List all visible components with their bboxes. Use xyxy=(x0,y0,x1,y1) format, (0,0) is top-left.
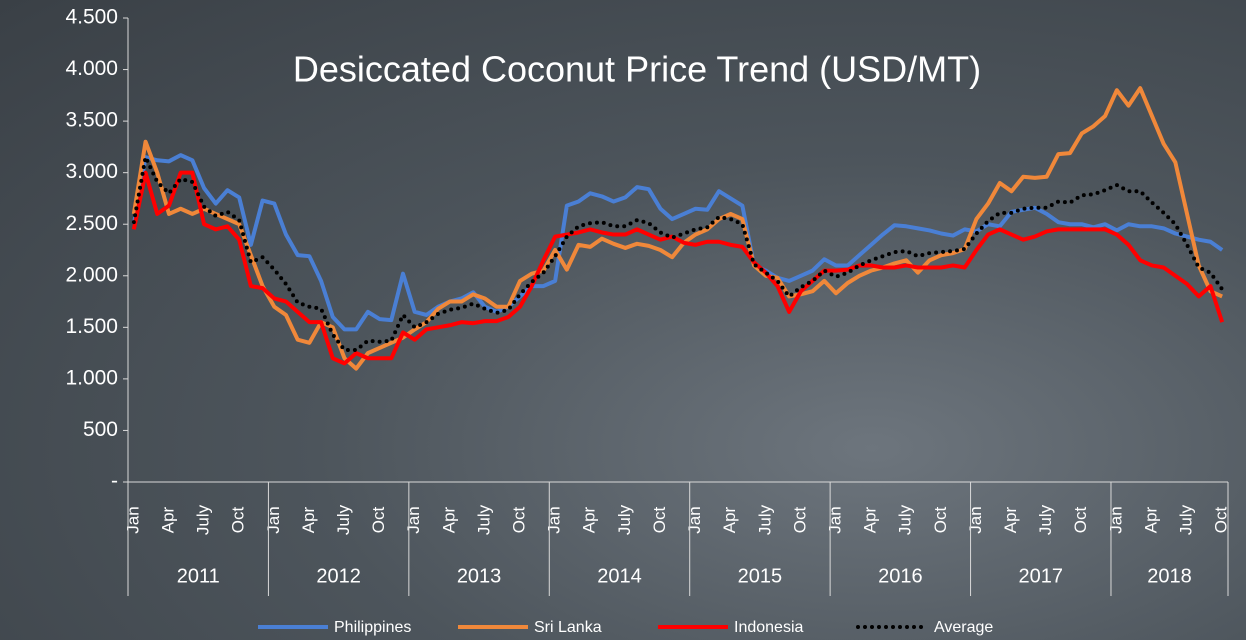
x-tick-label: Apr xyxy=(1001,506,1020,533)
x-tick-label: Jan xyxy=(1106,506,1125,533)
series-line xyxy=(134,155,1222,329)
legend-label: Average xyxy=(934,619,993,636)
y-tick-label: 500 xyxy=(83,418,118,441)
y-tick-label: - xyxy=(111,470,118,493)
x-tick-label: July xyxy=(334,504,353,535)
x-tick-label: Jan xyxy=(264,506,283,533)
year-label: 2017 xyxy=(1019,565,1064,587)
chart: Desiccated Coconut Price Trend (USD/MT) … xyxy=(0,0,1246,640)
x-tick-label: Oct xyxy=(369,507,388,534)
legend-label: Philippines xyxy=(334,619,411,636)
y-tick-label: 3.500 xyxy=(65,109,118,132)
year-label: 2014 xyxy=(597,565,642,587)
y-tick-label: 1.500 xyxy=(65,315,118,338)
x-tick-label: July xyxy=(1036,504,1055,535)
y-tick-label: 2.000 xyxy=(65,263,118,286)
x-tick-label: Oct xyxy=(229,507,248,534)
x-tick-label: Oct xyxy=(931,507,950,534)
x-tick-label: Jan xyxy=(545,506,564,533)
y-tick-label: 1.000 xyxy=(65,366,118,389)
x-tick-label: Oct xyxy=(510,507,529,534)
year-label: 2013 xyxy=(457,565,502,587)
x-tick-label: Jan xyxy=(123,506,142,533)
x-tick-label: July xyxy=(1177,504,1196,535)
x-tick-label: July xyxy=(474,504,493,535)
x-tick-label: Jan xyxy=(966,506,985,533)
legend-label: Sri Lanka xyxy=(534,619,602,636)
year-label: 2018 xyxy=(1147,565,1192,587)
legend-label: Indonesia xyxy=(734,619,803,636)
x-tick-label: July xyxy=(194,504,213,535)
y-tick-label: 4.000 xyxy=(65,57,118,80)
x-tick-label: Oct xyxy=(1071,507,1090,534)
x-tick-label: July xyxy=(615,504,634,535)
y-tick-label: 2.500 xyxy=(65,212,118,235)
x-tick-label: Apr xyxy=(861,506,880,533)
x-tick-label: Apr xyxy=(720,506,739,533)
x-tick-label: Oct xyxy=(650,507,669,534)
chart-title: Desiccated Coconut Price Trend (USD/MT) xyxy=(293,49,981,90)
year-label: 2012 xyxy=(316,565,361,587)
x-tick-label: Apr xyxy=(439,506,458,533)
x-tick-label: Oct xyxy=(790,507,809,534)
x-tick-label: Jan xyxy=(685,506,704,533)
x-tick-label: Apr xyxy=(1141,506,1160,533)
x-tick-label: Apr xyxy=(580,506,599,533)
x-tick-label: Apr xyxy=(299,506,318,533)
year-label: 2015 xyxy=(738,565,783,587)
x-tick-label: Jan xyxy=(825,506,844,533)
x-tick-label: July xyxy=(755,504,774,535)
x-tick-label: July xyxy=(896,504,915,535)
y-tick-label: 3.000 xyxy=(65,160,118,183)
x-tick-label: Apr xyxy=(158,506,177,533)
x-tick-label: Jan xyxy=(404,506,423,533)
y-tick-label: 4.500 xyxy=(65,6,118,29)
year-label: 2011 xyxy=(177,565,220,587)
year-label: 2016 xyxy=(878,565,923,587)
